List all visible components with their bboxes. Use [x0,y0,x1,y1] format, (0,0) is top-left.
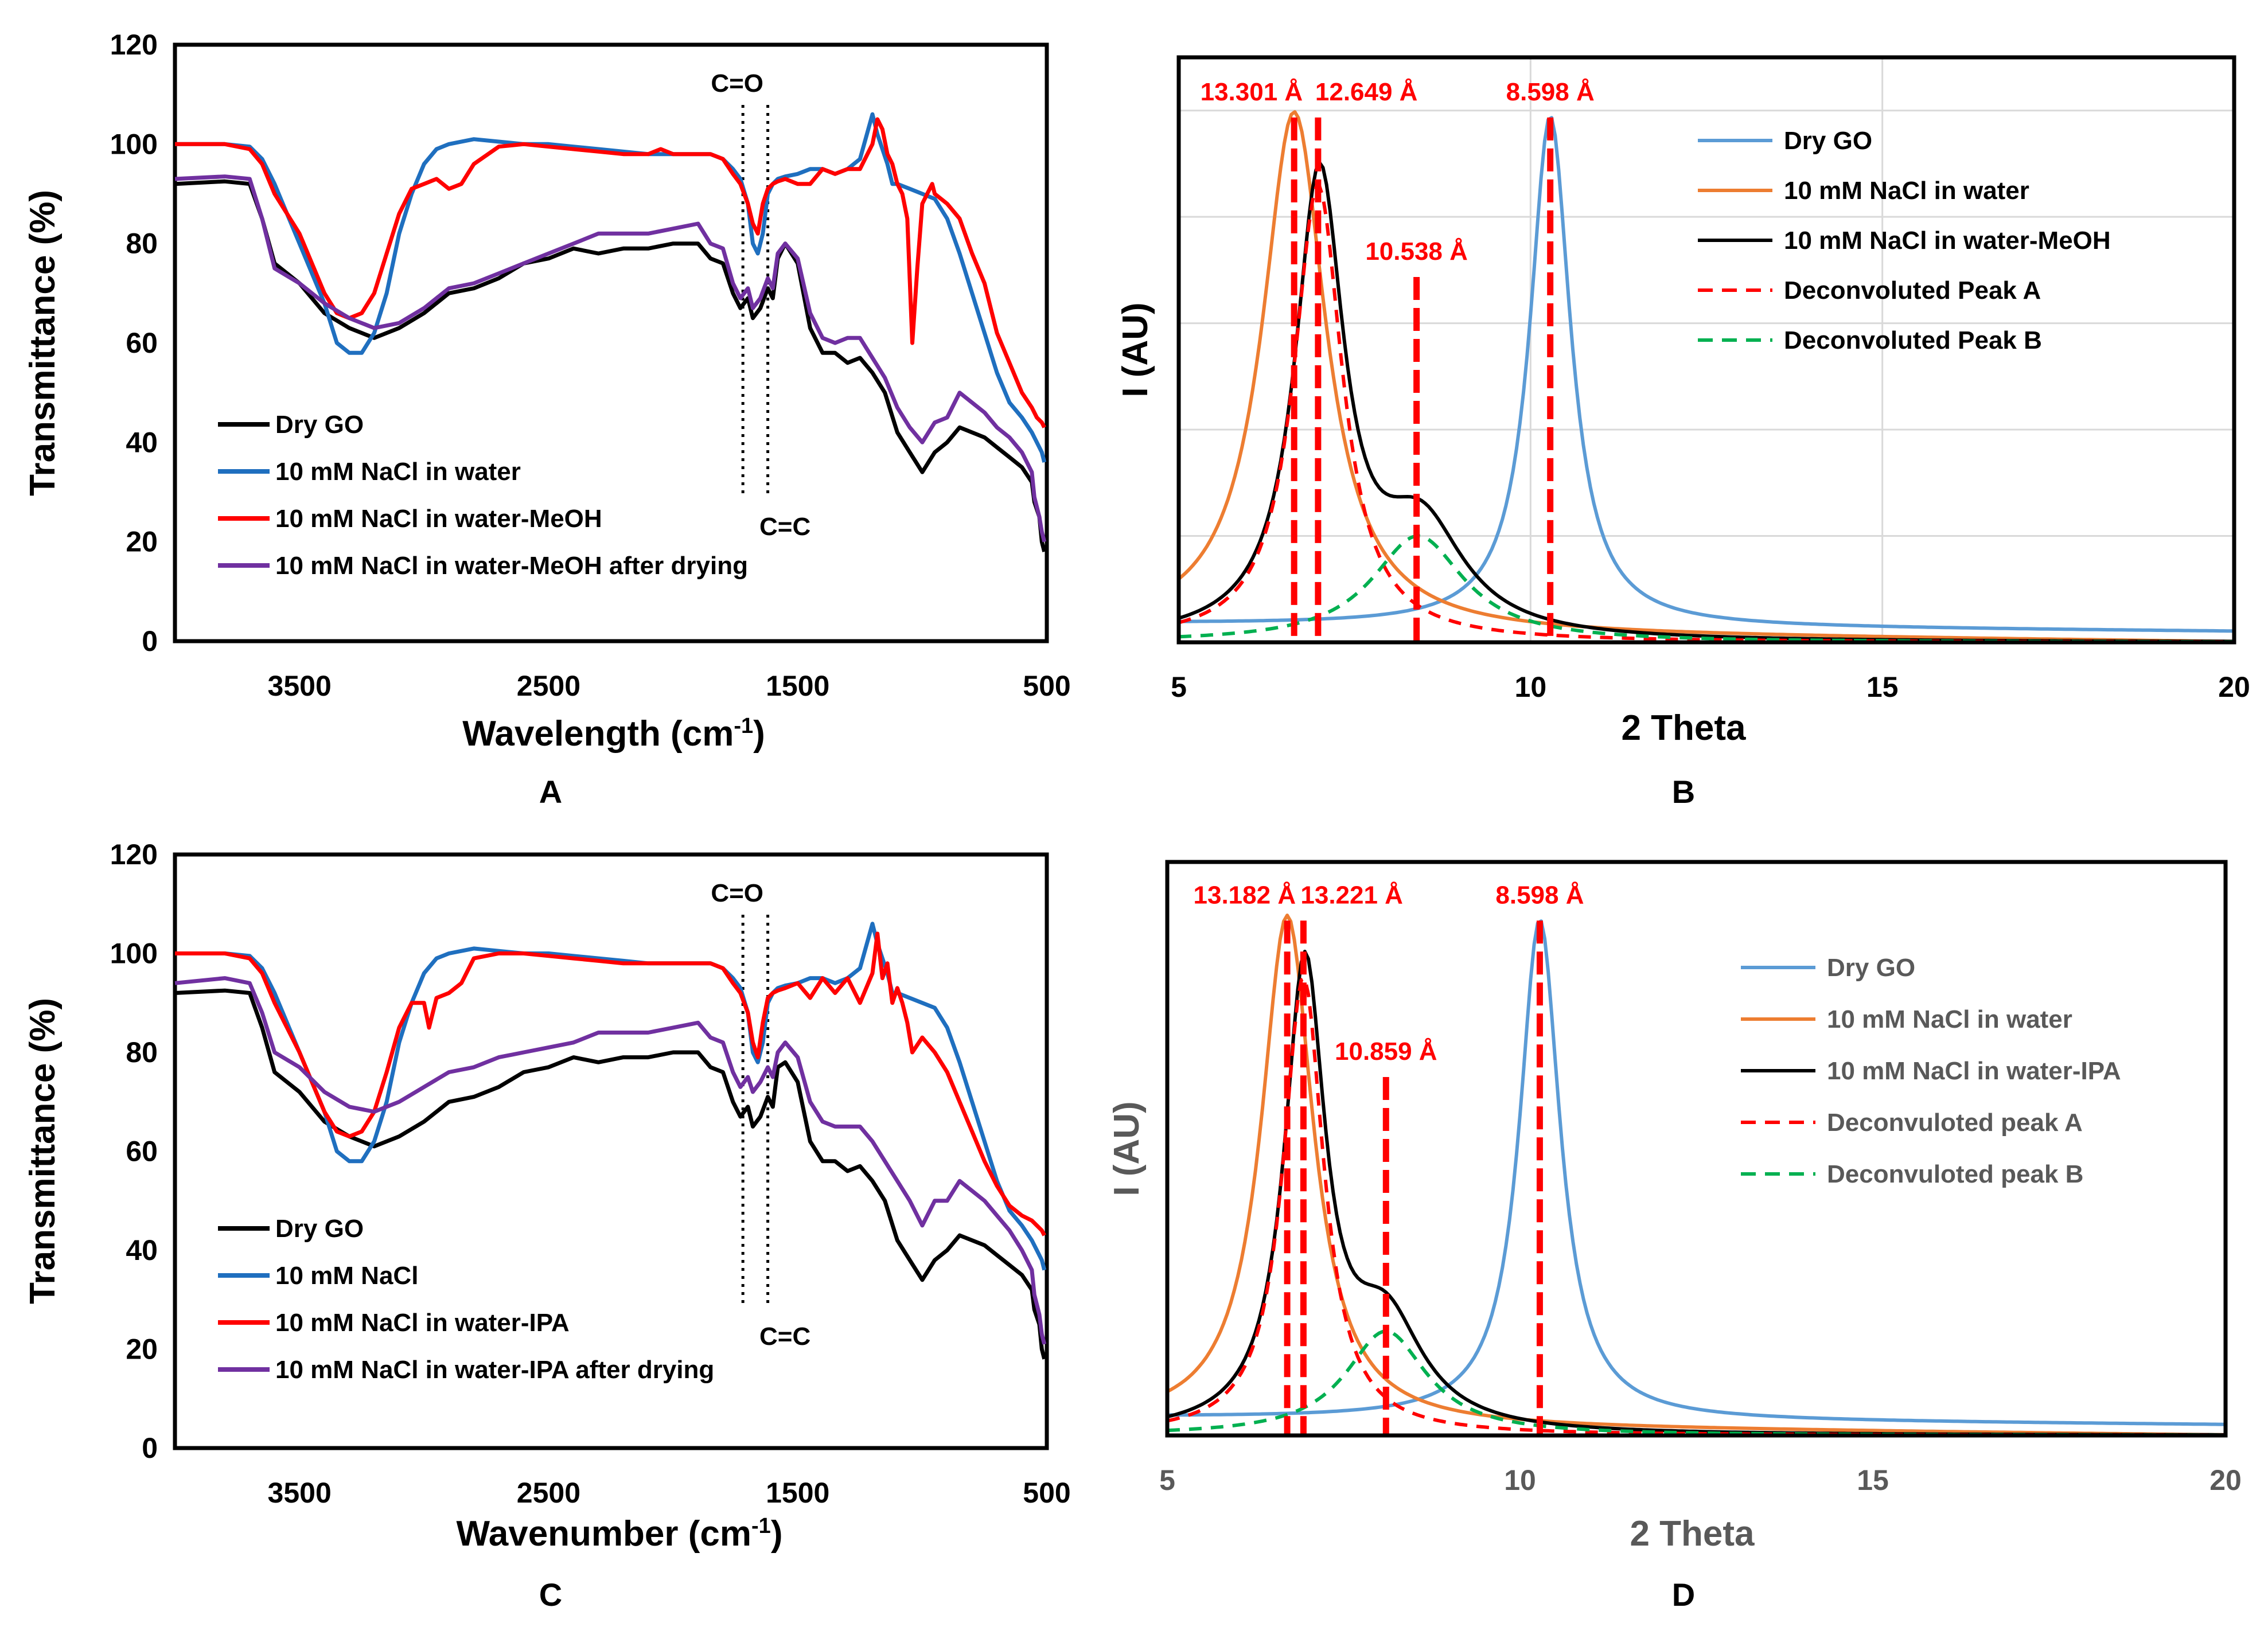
y-tick-label: 100 [110,128,158,160]
x-tick-label: 500 [1023,670,1070,702]
y-axis-label: I (AU) [1107,1101,1147,1196]
x-tick-label: 5 [1159,1464,1175,1496]
legend: Dry GO 10 mM NaCl in water 10 mM NaCl in w… [1698,127,2111,354]
x-tick-label: 15 [1857,1464,1889,1496]
series-line-10-mm-nacl-in-water-meoh [175,117,1046,428]
y-axis-label: Transmittance (%) [23,998,63,1304]
y-tick-label: 80 [126,1036,158,1068]
legend-label: 10 mM NaCl [275,1262,418,1290]
series-line-dry-go [1178,116,2235,633]
legend-label: Deconvoluted Peak A [1784,276,2041,305]
x-tick-label: 2500 [517,670,580,702]
panel-d-xrd-chart: 13.182 Å 13.221 Å 8.598 Å 10.859 Å 5 10 15 20 2 … [1107,860,2242,1613]
x-tick-label: 10 [1515,671,1547,703]
legend-label: Deconvuloted peak B [1827,1160,2083,1188]
y-tick-label: 80 [126,228,158,260]
x-axis-label: 2 Theta [1621,708,1746,748]
legend-label: 10 mM NaCl in water-MeOH [1784,227,2111,255]
x-tick-label: 1500 [766,1477,829,1509]
y-tick-label: 20 [126,526,158,558]
legend-label: 10 mM NaCl in water-IPA [1827,1057,2121,1085]
legend: Dry GO 10 mM NaCl 10 mM NaCl in water-IPA 1… [218,1215,714,1384]
peak-label: 8.598 Å [1506,78,1595,106]
y-tick-label: 60 [126,327,158,359]
y-tick-label: 120 [110,838,158,871]
y-axis-label: I (AU) [1116,302,1155,397]
peak-label: 12.649 Å [1315,78,1418,106]
x-tick-label: 500 [1023,1477,1070,1509]
legend: Dry GO 10 mM NaCl in water 10 mM NaCl in w… [218,411,748,580]
y-tick-label: 100 [110,938,158,970]
legend-label: Deconvoluted Peak B [1784,326,2042,354]
y-tick-label: 120 [110,29,158,61]
plot-frame [173,42,1049,643]
panel-a-ftir-chart: 0 20 40 60 80 100 120 3500 2500 1500 500 C=O C=C Wave… [23,29,1071,810]
panel-b-xrd-chart: 13.301 Å 12.649 Å 8.598 Å 10.538 Å 5 10 15 20 2 … [1116,55,2250,810]
series-line-10-mm-nacl-in-water-ipa [175,931,1046,1236]
annotation-co: C=O [711,879,763,907]
legend-label: 10 mM NaCl in water-MeOH [275,505,602,533]
y-tick-label: 40 [126,1234,158,1266]
series-line-10-mm-nacl [175,922,1047,1271]
plot-frame [1165,860,2228,1438]
x-tick-label: 15 [1866,671,1899,703]
series-line-10-mm-nacl-in-water-ipa-after-drying [174,976,1047,1345]
series-line-dry-go [1167,919,2226,1426]
x-axis-label: Wavelength (cm-1) [462,714,765,754]
y-axis-label: Transmittance (%) [23,190,63,496]
peak-label: 8.598 Å [1495,881,1584,909]
series-line-deconvuloted-peak-b [1167,1329,2226,1437]
legend-label: 10 mM NaCl in water [1827,1005,2072,1033]
x-tick-label: 20 [2209,1464,2242,1496]
peak-label: 10.859 Å [1335,1037,1437,1066]
legend-label: Dry GO [1827,954,1915,982]
x-axis-label: 2 Theta [1630,1514,1755,1554]
peak-label: 13.182 Å [1194,881,1296,909]
series-line-dry-go [174,179,1047,552]
series-line-10-mm-nacl-in-water [175,112,1047,463]
panel-label: B [1672,774,1695,810]
x-tick-label: 3500 [268,1477,332,1509]
x-tick-label: 3500 [268,670,332,702]
annotation-cc: C=C [759,513,810,541]
x-tick-label: 20 [2218,671,2250,703]
legend-label: 10 mM NaCl in water [1784,177,2029,205]
series-line-10-mm-nacl-in-water-meoh-after-drying [174,174,1047,543]
annotation-co: C=O [711,69,763,97]
x-tick-label: 1500 [766,670,829,702]
legend-label: Dry GO [275,1215,364,1243]
y-tick-label: 20 [126,1333,158,1365]
legend-label: 10 mM NaCl in water-IPA [275,1309,570,1337]
legend-label: Deconvuloted peak A [1827,1109,2083,1137]
legend-label: 10 mM NaCl in water-MeOH after drying [275,552,748,580]
legend-label: 10 mM NaCl in water [275,458,521,486]
y-tick-label: 40 [126,426,158,458]
y-tick-label: 0 [142,625,158,657]
series-line-dry-go [174,988,1047,1360]
peak-label: 13.301 Å [1201,78,1303,106]
x-axis-label: Wavenumber (cm-1) [457,1514,783,1554]
peak-label: 10.538 Å [1365,237,1468,266]
panel-c-ftir-chart: 0 20 40 60 80 100 120 3500 2500 1500 500 C=O C=C Wave… [23,838,1071,1613]
y-tick-label: 0 [142,1432,158,1464]
legend-label: Dry GO [1784,127,1872,155]
plot-frame [173,852,1049,1450]
plot-frame [1176,55,2236,645]
y-tick-label: 60 [126,1136,158,1168]
x-tick-label: 2500 [517,1477,580,1509]
x-tick-label: 5 [1171,671,1187,703]
legend-label: 10 mM NaCl in water-IPA after drying [275,1356,714,1384]
panel-label: A [539,774,562,810]
panel-label: D [1672,1577,1695,1613]
x-tick-label: 10 [1504,1464,1536,1496]
peak-label: 13.221 Å [1300,881,1403,909]
legend-label: Dry GO [275,411,364,439]
legend: Dry GO 10 mM NaCl in water 10 mM NaCl in w… [1741,954,2121,1188]
panel-label: C [539,1577,562,1613]
annotation-cc: C=C [759,1322,810,1351]
